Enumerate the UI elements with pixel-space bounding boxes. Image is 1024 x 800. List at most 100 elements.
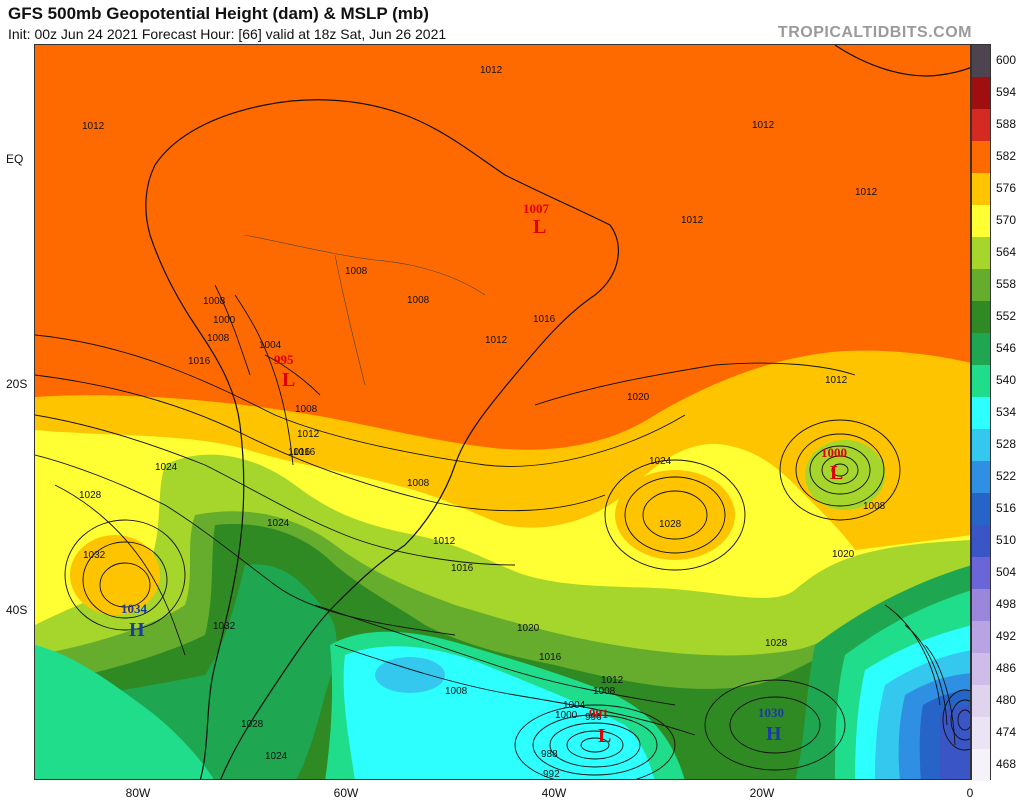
lat-label-eq: EQ — [6, 152, 24, 166]
isobar-label: 1012 — [855, 187, 878, 198]
isobar-label: 1028 — [765, 638, 788, 649]
svg-text:991: 991 — [589, 706, 609, 721]
colorbar-segment — [972, 205, 990, 237]
colorbar-segment — [972, 333, 990, 365]
isobar-label: 1028 — [241, 719, 264, 730]
isobar-label: 1012 — [752, 120, 775, 131]
colorbar-segment — [972, 589, 990, 621]
isobar-label: 1008 — [863, 501, 886, 512]
colorbar-segment — [972, 141, 990, 173]
colorbar-label: 552 — [996, 309, 1017, 323]
colorbar-label: 516 — [996, 501, 1017, 515]
isobar-label: 988 — [541, 749, 558, 760]
isobar-label: 1012 — [601, 675, 624, 686]
isobar-label: 1024 — [267, 518, 290, 529]
colorbar-segment — [972, 493, 990, 525]
low-center-1007: 1007 L — [523, 201, 550, 238]
isobar-label: 1012 — [681, 215, 704, 226]
isobar-label: 1008 — [407, 478, 430, 489]
band-576-south — [615, 470, 735, 560]
colorbar-segment — [972, 77, 990, 109]
colorbar-label: 576 — [996, 181, 1017, 195]
colorbar-segment — [972, 301, 990, 333]
brand-watermark: TROPICALTIDBITS.COM — [777, 24, 972, 41]
svg-text:L: L — [282, 369, 295, 391]
svg-text:H: H — [766, 723, 782, 745]
svg-text:1007: 1007 — [523, 201, 550, 216]
isobar-label: 1000 — [555, 710, 578, 721]
colorbar-label: 600 — [996, 53, 1017, 67]
colorbar-segment — [972, 685, 990, 717]
high-center-1034: 1034 H — [121, 601, 148, 641]
svg-text:995: 995 — [274, 352, 294, 367]
isobar-label: 1024 — [649, 456, 672, 467]
africa-outline — [834, 45, 970, 77]
isobar-labels: 1012 1012 1012 1012 1012 1008 1008 1008 … — [79, 65, 886, 780]
brazil-border — [244, 234, 486, 386]
svg-text:1030: 1030 — [758, 705, 784, 720]
low-center-995: 995 L — [274, 352, 295, 391]
colorbar-segment — [972, 173, 990, 205]
isobar-label: 1016 — [533, 314, 556, 325]
svg-text:1034: 1034 — [121, 601, 148, 616]
colorbar-segment — [972, 365, 990, 397]
colorbar-label: 594 — [996, 85, 1017, 99]
isobar-label: 1016 — [288, 447, 311, 458]
colorbar-segment — [972, 109, 990, 141]
isobar-label: 1012 — [825, 375, 848, 386]
colorbar-label: 558 — [996, 277, 1017, 291]
pressure-centers: 1007 L 995 L 1000 L 991 L 1034 H 1030 H — [121, 201, 847, 747]
map-title: GFS 500mb Geopotential Height (dam) & MS… — [8, 4, 429, 23]
colorbar-label: 540 — [996, 373, 1017, 387]
colorbar-label: 468 — [996, 757, 1017, 771]
colorbar-label: 474 — [996, 725, 1017, 739]
isobar-label: 1016 — [539, 652, 562, 663]
colorbar-label: 522 — [996, 469, 1017, 483]
svg-text:H: H — [129, 619, 145, 641]
isobar-label: 1024 — [265, 751, 288, 762]
colorbar-segment — [972, 717, 990, 749]
colorbar-segment — [972, 397, 990, 429]
isobar-label: 1032 — [83, 550, 106, 561]
colorbar-segment — [972, 237, 990, 269]
colorbar-segment — [972, 621, 990, 653]
weather-map: 1012 1012 1012 1012 1012 1008 1008 1008 … — [34, 44, 971, 780]
lat-label-40s: 40S — [6, 603, 28, 617]
isobars — [35, 284, 970, 779]
colorbar-label: 546 — [996, 341, 1017, 355]
isobar-label: 1008 — [345, 266, 368, 277]
isobar-label: 1008 — [295, 404, 318, 415]
trough-core — [375, 657, 445, 693]
isobar-label: 1004 — [563, 700, 586, 711]
isobar-label: 1024 — [155, 462, 178, 473]
lon-label-40w: 40W — [541, 786, 567, 800]
isobar-label: 1012 — [297, 429, 320, 440]
colorbar-label: 528 — [996, 437, 1017, 451]
isobar-label: 992 — [543, 769, 560, 780]
isobar-label: 1016 — [451, 563, 474, 574]
isobar-label: 1012 — [433, 536, 456, 547]
colorbar-label: 510 — [996, 533, 1017, 547]
colorbar-segment — [972, 269, 990, 301]
lat-label-20s: 20S — [6, 377, 28, 391]
band-540-west — [35, 645, 214, 779]
south-america-outline — [145, 99, 619, 779]
isobar-label: 1012 — [485, 335, 508, 346]
colorbar-label: 498 — [996, 597, 1017, 611]
colorbar-segment — [972, 45, 990, 77]
isobar-label: 1020 — [627, 392, 650, 403]
svg-text:L: L — [533, 216, 546, 238]
isobar-label: 1028 — [79, 490, 102, 501]
isobar-label: 1012 — [82, 121, 105, 132]
isobar-label: 1016 — [293, 447, 316, 458]
colorbar-label: 492 — [996, 629, 1017, 643]
colorbar-label: 582 — [996, 149, 1017, 163]
colorbar — [971, 44, 991, 781]
lon-label-80w: 80W — [125, 786, 151, 800]
colorbar-segment — [972, 749, 990, 781]
lon-label-20w: 20W — [749, 786, 775, 800]
colorbar-label: 486 — [996, 661, 1017, 675]
colorbar-segment — [972, 461, 990, 493]
colorbar-label: 534 — [996, 405, 1017, 419]
svg-text:L: L — [830, 462, 843, 484]
